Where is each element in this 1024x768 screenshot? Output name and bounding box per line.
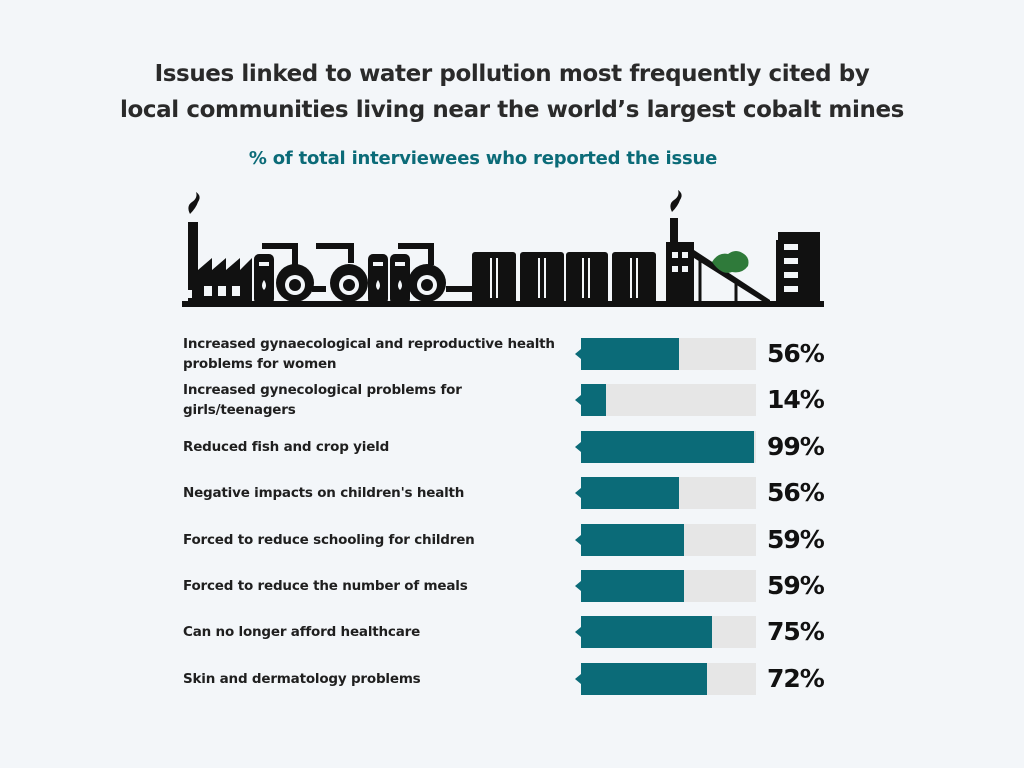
bar-category-label: Increased gynecological problems for gir…: [183, 382, 462, 418]
industrial-skyline-illustration: [182, 190, 824, 307]
bar-pointer: [575, 581, 581, 591]
mine-tower: [666, 190, 770, 306]
bar-value-label: 56%: [767, 339, 825, 368]
bar-value-label: 14%: [767, 385, 825, 414]
bar: [581, 570, 685, 602]
bar-value-label: 59%: [767, 571, 825, 600]
chart-subtitle: % of total interviewees who reported the…: [248, 148, 718, 169]
bar-track: [581, 616, 756, 648]
bar: [581, 663, 707, 695]
bar-value-label: 75%: [767, 617, 825, 646]
bar-pointer: [575, 395, 581, 405]
bar-track: [581, 431, 756, 463]
chart-title-line: local communities living near the world’…: [120, 97, 904, 123]
bar-track: [581, 524, 756, 556]
bar-category-label: Negative impacts on children's health: [183, 485, 465, 501]
bar-value-label: 56%: [767, 478, 825, 507]
bar-value-label: 59%: [767, 525, 825, 554]
bar-category-label: Increased gynaecological and reproductiv…: [183, 336, 555, 372]
factory-left: [186, 192, 252, 304]
bar: [581, 616, 713, 648]
bar-category-label: Forced to reduce schooling for children: [183, 532, 475, 548]
bar-value-label: 72%: [767, 664, 825, 693]
chart-title: Issues linked to water pollution most fr…: [0, 56, 1024, 128]
bar: [581, 384, 606, 416]
bar-pointer: [575, 488, 581, 498]
bar: [581, 477, 679, 509]
bar-track: [581, 384, 756, 416]
bar: [581, 338, 679, 370]
bar-category-label: Forced to reduce the number of meals: [183, 578, 468, 594]
processing-plant-2: [316, 243, 474, 304]
bar-track: [581, 570, 756, 602]
storage-tanks: [472, 252, 656, 304]
processing-plant-1: [254, 243, 326, 304]
bar-pointer: [575, 627, 581, 637]
bar-category-label: Can no longer afford healthcare: [183, 624, 421, 640]
building-right: [776, 232, 820, 304]
bar-track: [581, 338, 756, 370]
chart-title-line: Issues linked to water pollution most fr…: [154, 61, 870, 87]
bar-track: [581, 477, 756, 509]
bar-pointer: [575, 442, 581, 452]
bar-pointer: [575, 535, 581, 545]
bar-category-label: Reduced fish and crop yield: [183, 439, 390, 455]
ore-pile-foliage: [712, 251, 749, 273]
bar: [581, 524, 685, 556]
bar-category-label: Skin and dermatology problems: [183, 671, 421, 687]
bar-pointer: [575, 349, 581, 359]
bar-value-label: 99%: [767, 432, 825, 461]
bar: [581, 431, 755, 463]
bar-pointer: [575, 674, 581, 684]
bar-track: [581, 663, 756, 695]
